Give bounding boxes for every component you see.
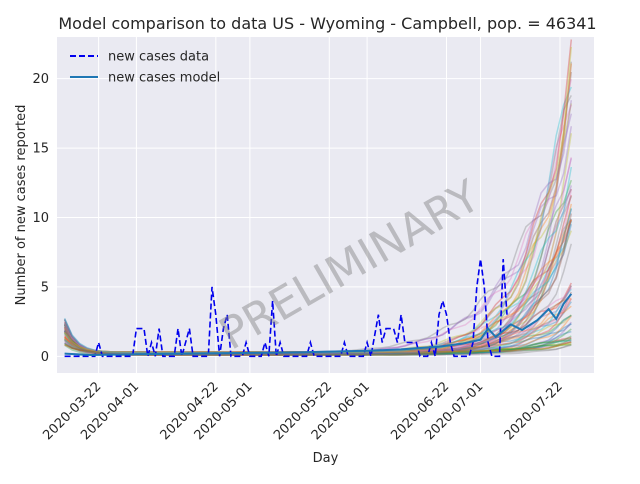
y-tick-label: 5 bbox=[41, 280, 49, 295]
x-axis-label: Day bbox=[313, 451, 339, 466]
y-tick-label: 10 bbox=[32, 211, 49, 226]
grid-lines bbox=[57, 37, 594, 373]
model-series-line bbox=[64, 293, 573, 357]
ensemble-trajectory bbox=[63, 315, 572, 356]
series-lines bbox=[64, 258, 573, 358]
chart-title: Model comparison to data US - Wyoming - … bbox=[58, 14, 596, 33]
legend-label-model: new cases model bbox=[108, 71, 220, 86]
legend-label-data: new cases data bbox=[108, 50, 209, 65]
legend: new cases data new cases model bbox=[70, 50, 220, 86]
y-tick-label: 15 bbox=[32, 142, 49, 157]
y-tick-label: 0 bbox=[41, 350, 49, 365]
data-series-line bbox=[64, 258, 508, 358]
plot-area bbox=[57, 37, 594, 373]
y-axis-label: Number of new cases reported bbox=[14, 105, 29, 306]
y-tick-label: 20 bbox=[32, 72, 49, 87]
